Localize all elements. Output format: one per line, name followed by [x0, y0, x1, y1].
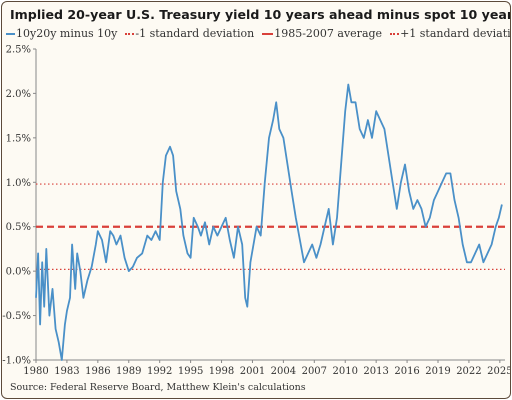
legend-item-series: 10y20y minus 10y [6, 27, 117, 40]
x-tick-label: 1986 [85, 366, 110, 377]
legend-swatch-minus-1sd [125, 32, 135, 35]
legend-label-series: 10y20y minus 10y [16, 27, 118, 40]
x-tick-label: 2019 [425, 366, 450, 377]
legend-item-minus-1sd: -1 standard deviation [125, 27, 254, 40]
y-tick-label: 2.0% [6, 89, 31, 100]
y-tick-label: 1.0% [6, 178, 31, 189]
legend-item-plus-1sd: +1 standard deviation [390, 27, 511, 40]
legend-label-minus-1sd: -1 standard deviation [135, 27, 255, 40]
legend-swatch-average [262, 32, 274, 35]
x-tick-label: 1995 [178, 366, 203, 377]
x-tick-label: 2016 [394, 366, 419, 377]
y-tick-label: -1.0% [2, 356, 31, 367]
x-tick-label: 1983 [54, 366, 79, 377]
legend-swatch-plus-1sd [390, 32, 400, 35]
x-tick-label: 1992 [147, 366, 172, 377]
y-tick-label: 1.5% [6, 133, 31, 144]
x-tick-label: 2022 [456, 366, 481, 377]
x-tick-label: 1980 [23, 366, 48, 377]
legend-item-average: 1985-2007 average [262, 27, 382, 40]
legend-label-average: 1985-2007 average [274, 27, 383, 40]
y-tick-label: 0.0% [6, 267, 31, 278]
y-tick-label: -0.5% [2, 311, 31, 322]
x-tick-label: 2004 [271, 366, 296, 377]
x-tick-label: 2010 [333, 366, 358, 377]
x-tick-label: 2013 [363, 366, 388, 377]
x-tick-label: 2007 [302, 366, 327, 377]
y-tick-label: 0.5% [6, 222, 31, 233]
x-tick-label: 2001 [240, 366, 265, 377]
x-tick-label: 1998 [209, 366, 234, 377]
source-note: Source: Federal Reserve Board, Matthew K… [10, 382, 306, 393]
legend-label-plus-1sd: +1 standard deviation [400, 27, 511, 40]
legend-swatch-series [6, 32, 15, 35]
x-tick-label: 1989 [116, 366, 141, 377]
chart-title: Implied 20-year U.S. Treasury yield 10 y… [10, 7, 511, 22]
x-tick-label: 2025 [487, 366, 510, 377]
series-line [35, 83, 503, 361]
legend: 10y20y minus 10y -1 standard deviation 1… [6, 27, 511, 40]
y-tick-label: 2.5% [6, 45, 31, 56]
